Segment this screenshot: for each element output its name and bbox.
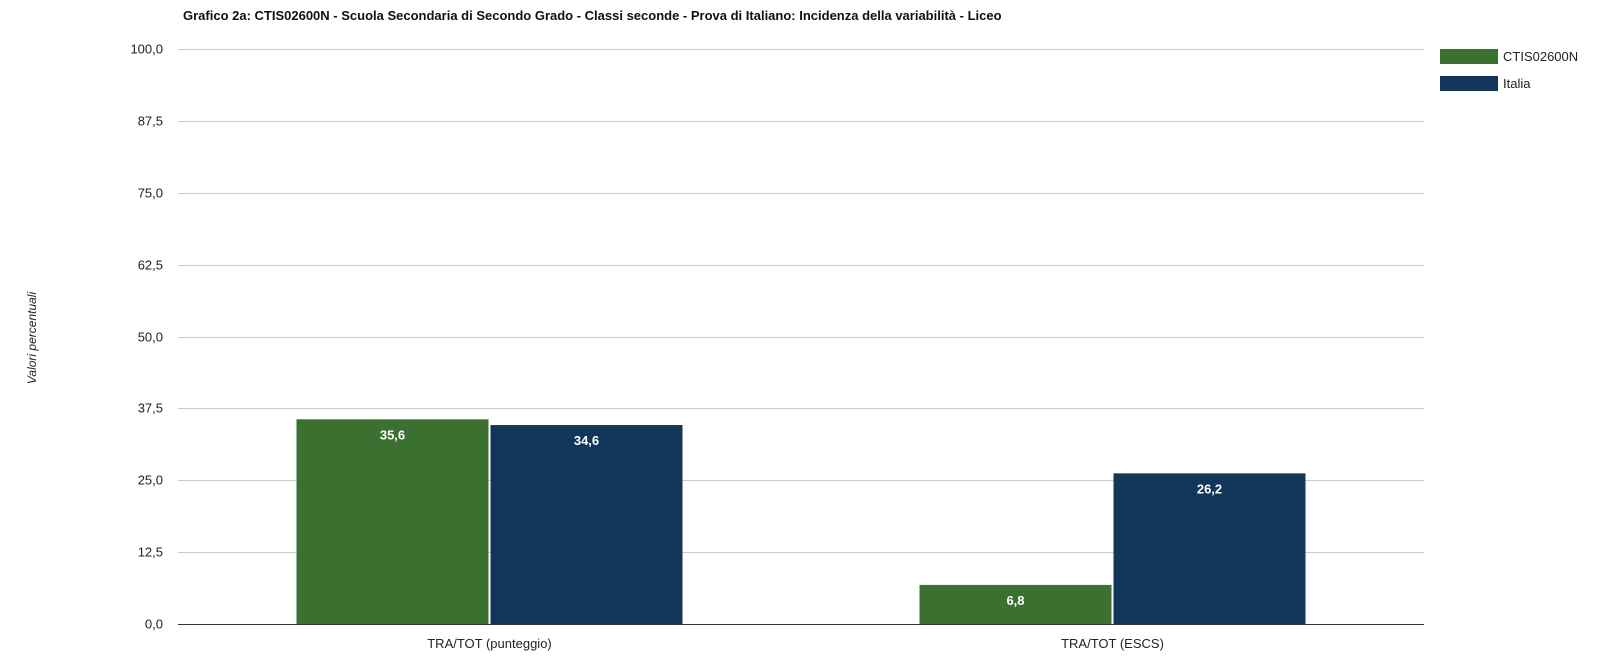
y-tick-label: 87,5: [138, 114, 163, 129]
y-tick-label: 62,5: [138, 258, 163, 273]
bar-italia-2: [1113, 473, 1306, 624]
bar-value-label: 6,8: [1006, 593, 1024, 608]
y-axis-label: Valori percentuali: [25, 292, 39, 385]
bar-italia-1: [490, 425, 683, 624]
y-axis-ticks: 0,0 12,5 25,0 37,5 50,0 62,5 75,0 87,5 100,0: [130, 42, 163, 632]
legend-label: CTIS02600N: [1503, 49, 1578, 64]
x-axis-ticks: TRA/TOT (punteggio) TRA/TOT (ESCS): [427, 636, 1164, 651]
bar-value-labels: 35,6 34,6 6,8 26,2: [380, 427, 1222, 608]
y-tick-label: 25,0: [138, 473, 163, 488]
bars: [296, 419, 1306, 624]
bar-value-label: 35,6: [380, 427, 405, 442]
y-tick-label: 100,0: [130, 42, 163, 57]
y-tick-label: 75,0: [138, 186, 163, 201]
y-tick-label: 0,0: [145, 617, 163, 632]
y-tick-label: 37,5: [138, 401, 163, 416]
legend: CTIS02600N Italia: [1440, 49, 1578, 91]
y-tick-label: 50,0: [138, 330, 163, 345]
x-tick-label: TRA/TOT (ESCS): [1061, 636, 1164, 651]
bar-ctis02600n-1: [296, 419, 489, 624]
x-tick-label: TRA/TOT (punteggio): [427, 636, 552, 651]
chart-title: Grafico 2a: CTIS02600N - Scuola Secondar…: [183, 8, 1002, 23]
bar-value-label: 26,2: [1197, 481, 1222, 496]
legend-label: Italia: [1503, 76, 1531, 91]
bar-value-label: 34,6: [574, 433, 599, 448]
y-tick-label: 12,5: [138, 545, 163, 560]
legend-swatch: [1440, 76, 1498, 91]
legend-swatch: [1440, 49, 1498, 64]
bar-ctis02600n-2: [919, 584, 1112, 624]
